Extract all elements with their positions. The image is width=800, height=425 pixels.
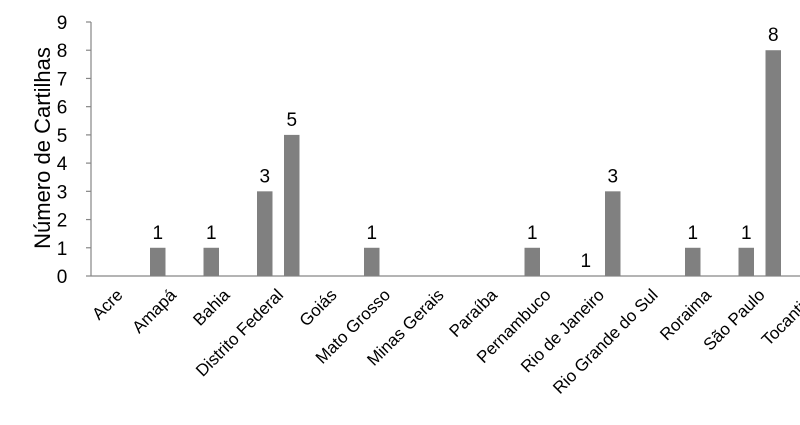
x-tick-label: Rio Grande do Sul <box>549 285 661 397</box>
bar <box>765 50 781 276</box>
data-label: 1 <box>152 223 163 244</box>
y-tick-label: 2 <box>57 211 68 232</box>
bar <box>524 247 540 276</box>
data-label: 1 <box>741 223 752 244</box>
y-tick-label: 0 <box>57 267 68 288</box>
y-tick-label: 1 <box>57 239 68 260</box>
data-label: 1 <box>206 223 217 244</box>
bar <box>284 134 300 276</box>
y-tick-label: 4 <box>57 154 68 175</box>
x-tick-label: Amapá <box>129 285 181 337</box>
bar <box>203 247 219 276</box>
bar <box>364 247 380 276</box>
bars <box>150 50 781 276</box>
bar <box>257 191 273 276</box>
bar <box>685 247 701 276</box>
data-label: 1 <box>580 251 591 272</box>
data-label: 8 <box>768 25 779 46</box>
data-label: 3 <box>607 166 618 187</box>
y-tick-label: 7 <box>57 69 68 90</box>
data-label: 1 <box>527 223 538 244</box>
bar <box>738 247 754 276</box>
data-label: 1 <box>366 223 377 244</box>
y-tick-label: 9 <box>57 13 68 34</box>
y-tick-label: 8 <box>57 41 68 62</box>
x-tick-label: Goiás <box>296 285 341 330</box>
y-axis-title: Número de Cartilhas <box>30 47 55 249</box>
y-ticks: 0 1 2 3 4 5 6 7 8 9 <box>57 13 91 288</box>
data-labels: 1 1 3 5 1 1 1 3 1 1 8 <box>152 25 778 272</box>
x-tick-label: Bahia <box>189 285 234 330</box>
data-label: 3 <box>259 166 270 187</box>
y-tick-label: 6 <box>57 98 68 119</box>
data-label: 1 <box>687 223 698 244</box>
bar <box>605 191 621 276</box>
data-label: 5 <box>286 110 297 131</box>
bar <box>150 247 166 276</box>
x-tick-label: Acre <box>88 285 126 323</box>
y-tick-label: 5 <box>57 126 68 147</box>
y-tick-label: 3 <box>57 182 68 203</box>
